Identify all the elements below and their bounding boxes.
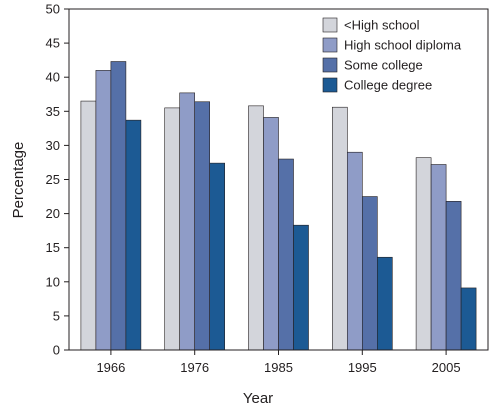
legend-label: Some college bbox=[344, 58, 423, 73]
legend-label: <High school bbox=[344, 18, 420, 33]
x-tick-label: 1985 bbox=[264, 360, 293, 375]
y-tick-label: 10 bbox=[46, 274, 60, 289]
bar-1966-2 bbox=[95, 70, 112, 351]
legend-label: College degree bbox=[344, 78, 432, 93]
bar-1985-3 bbox=[278, 158, 294, 351]
bar-1966-4 bbox=[125, 119, 142, 351]
y-tick-label: 20 bbox=[46, 206, 60, 221]
y-axis-title: Percentage bbox=[10, 142, 27, 219]
legend: <High school High school diploma Some coll… bbox=[322, 17, 462, 93]
legend-swatch bbox=[322, 37, 338, 53]
legend-label: High school diploma bbox=[344, 38, 462, 53]
bar-1976-3 bbox=[194, 101, 210, 351]
x-tick-label: 1976 bbox=[180, 360, 209, 375]
y-tick-label: 15 bbox=[46, 240, 60, 255]
y-tick-label: 50 bbox=[46, 2, 60, 17]
legend-swatch bbox=[322, 57, 338, 73]
bar-1995-3 bbox=[361, 196, 378, 351]
bar-1995-2 bbox=[346, 151, 363, 351]
y-tick-label: 30 bbox=[46, 138, 60, 153]
legend-swatch bbox=[322, 77, 338, 93]
x-tick-label: 1966 bbox=[96, 360, 125, 375]
x-tick-label: 1995 bbox=[348, 360, 377, 375]
bar-1976-4 bbox=[209, 162, 225, 351]
x-axis-title: Year bbox=[243, 390, 273, 407]
bars-layer bbox=[80, 61, 477, 351]
y-tick-label: 5 bbox=[53, 308, 60, 323]
bar-2005-4 bbox=[460, 287, 477, 351]
legend-swatch bbox=[322, 17, 338, 33]
bar-1976-2 bbox=[179, 92, 195, 351]
bar-2005-1 bbox=[415, 157, 432, 351]
bar-1976-1 bbox=[164, 107, 180, 351]
bar-1985-4 bbox=[293, 224, 309, 351]
bar-1985-2 bbox=[263, 117, 279, 351]
bar-2005-2 bbox=[430, 164, 447, 351]
y-tick-label: 25 bbox=[46, 172, 60, 187]
bar-1966-3 bbox=[110, 61, 127, 351]
x-tick-label: 2005 bbox=[432, 360, 461, 375]
bar-1995-1 bbox=[331, 106, 348, 351]
y-tick-label: 35 bbox=[46, 104, 60, 119]
bar-1995-4 bbox=[376, 256, 393, 351]
bar-1966-1 bbox=[80, 100, 97, 351]
bar-2005-3 bbox=[445, 201, 462, 351]
y-tick-label: 45 bbox=[46, 36, 60, 51]
y-tick-label: 40 bbox=[46, 70, 60, 85]
axes-layer: 1966 1976 1985 1995 2005 0 5 10 15 20 25 30 35 40 45 50 bbox=[46, 2, 489, 375]
bar-1985-1 bbox=[248, 105, 264, 351]
y-tick-label: 0 bbox=[53, 343, 60, 358]
